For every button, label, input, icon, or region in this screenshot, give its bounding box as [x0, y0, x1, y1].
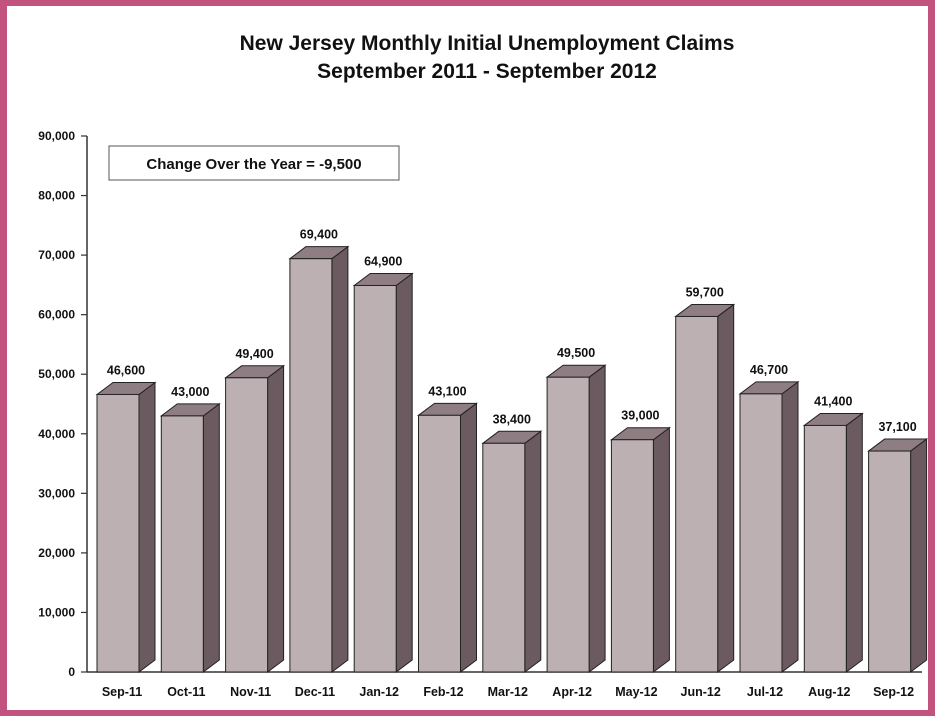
bar-side	[717, 303, 735, 673]
category-label: Jun-12	[681, 685, 721, 699]
bar-jan-12: 64,900	[352, 254, 414, 673]
category-label: Sep-12	[873, 685, 914, 699]
bar-side	[202, 402, 220, 673]
category-label: Apr-12	[552, 685, 592, 699]
chart-frame: New Jersey Monthly Initial Unemployment …	[7, 6, 928, 710]
bar-front	[96, 393, 140, 673]
bar-dec-11: 69,400	[288, 228, 350, 673]
annotation-box: Change Over the Year = -9,500	[108, 145, 400, 181]
bar-may-12: 39,000	[609, 409, 671, 673]
y-tick-label: 40,000	[38, 427, 75, 441]
bar-mar-12: 38,400	[481, 412, 543, 673]
bar-front	[418, 414, 461, 673]
bar-side	[460, 402, 477, 673]
annotation-text: Change Over the Year = -9,500	[146, 156, 361, 173]
bar-nov-11: 49,400	[224, 347, 286, 673]
bar-jul-12: 46,700	[738, 363, 800, 673]
bar-side	[588, 364, 606, 673]
bar-side	[395, 272, 413, 673]
bar-side	[331, 245, 349, 673]
bar-side	[267, 364, 285, 673]
y-tick-label: 70,000	[38, 248, 75, 262]
bar-front	[546, 376, 590, 673]
category-label: Dec-11	[295, 685, 335, 699]
bars-group: 46,600 43,000 49,400 69,400 64,900 43,100 38,4…	[95, 228, 928, 673]
bar-side	[845, 412, 863, 673]
value-label: 46,600	[107, 363, 145, 377]
value-label: 46,700	[750, 363, 788, 377]
category-label: Jul-12	[747, 685, 783, 699]
value-label: 59,700	[686, 285, 724, 299]
category-label: Aug-12	[808, 685, 850, 699]
category-labels: Sep-11 Oct-11 Nov-11 Dec-11 Jan-12 Feb-12 Mar-…	[102, 685, 914, 699]
bar-side	[781, 380, 799, 673]
category-label: Sep-11	[102, 685, 142, 699]
bar-side	[138, 381, 156, 673]
bar-front	[739, 393, 783, 673]
y-tick-label: 50,000	[38, 367, 75, 381]
y-tick-label: 80,000	[38, 189, 75, 203]
chart-subtitle: September 2011 - September 2012	[317, 60, 657, 83]
bar-chart: New Jersey Monthly Initial Unemployment …	[38, 32, 928, 699]
category-label: Nov-11	[230, 685, 271, 699]
chart-title: New Jersey Monthly Initial Unemployment …	[240, 32, 735, 55]
bar-jun-12: 59,700	[674, 285, 736, 673]
value-label: 39,000	[621, 409, 659, 423]
bar-side	[910, 438, 928, 673]
bar-apr-12: 49,500	[545, 346, 607, 673]
category-label: Jan-12	[359, 685, 399, 699]
value-label: 37,100	[878, 420, 916, 434]
y-tick-label: 30,000	[38, 486, 75, 500]
bar-front	[803, 424, 847, 673]
bar-sep-12: 37,100	[867, 420, 928, 673]
value-label: 43,000	[171, 385, 209, 399]
bar-front	[289, 258, 333, 673]
bar-front	[868, 450, 912, 673]
category-label: Oct-11	[167, 685, 205, 699]
value-label: 64,900	[364, 254, 402, 268]
y-tick-label: 20,000	[38, 546, 75, 560]
category-label: Feb-12	[423, 685, 463, 699]
value-label: 69,400	[300, 228, 338, 242]
bar-front	[225, 377, 269, 673]
bar-oct-11: 43,000	[159, 385, 221, 673]
bar-aug-12: 41,400	[802, 394, 864, 673]
value-label: 41,400	[814, 394, 852, 408]
category-label: Mar-12	[488, 685, 528, 699]
bar-front	[675, 315, 719, 673]
bar-feb-12: 43,100	[417, 384, 478, 673]
bar-side	[524, 430, 542, 673]
bar-front	[353, 284, 397, 673]
y-axis: 0 10,000 20,000 30,000 40,000 50,000 60,000 70,…	[38, 129, 88, 679]
value-label: 49,500	[557, 346, 595, 360]
value-label: 49,400	[235, 347, 273, 361]
category-label: May-12	[615, 685, 657, 699]
y-tick-label: 0	[68, 665, 75, 679]
y-tick-label: 60,000	[38, 308, 75, 322]
bar-front	[610, 439, 654, 673]
y-tick-label: 10,000	[38, 605, 75, 619]
bar-sep-11: 46,600	[95, 363, 157, 673]
bar-front	[160, 415, 204, 673]
bar-side	[652, 426, 670, 673]
bar-front	[482, 442, 526, 673]
y-tick-label: 90,000	[38, 129, 75, 143]
value-label: 38,400	[493, 412, 531, 426]
value-label: 43,100	[428, 384, 466, 398]
